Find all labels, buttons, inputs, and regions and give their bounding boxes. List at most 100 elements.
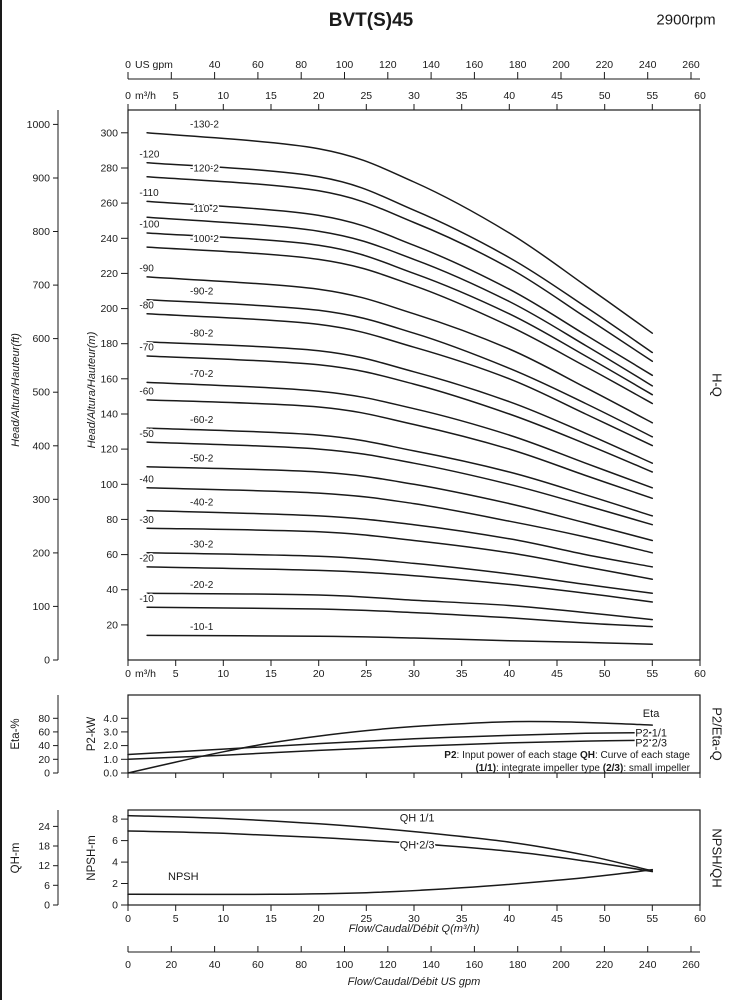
tick-label: 260: [682, 59, 700, 71]
curve-label: NPSH: [168, 871, 199, 883]
curve--70: [146, 355, 654, 473]
curve-label: -120: [139, 149, 159, 160]
tick-label: 30: [408, 90, 420, 102]
tick-label: 15: [265, 913, 277, 925]
legend-note-term: (2/3): [602, 762, 624, 774]
curve-label: -40: [139, 475, 154, 486]
tick-label: 50: [599, 913, 611, 925]
tick-label: 140: [422, 59, 440, 71]
tick-label: 40: [209, 959, 221, 971]
curve--90: [146, 276, 654, 424]
tick-label: 160: [466, 59, 484, 71]
tick-label: 35: [456, 668, 468, 680]
tick-label: 400: [32, 440, 50, 452]
tick-label: 25: [360, 913, 372, 925]
tick-label: 200: [552, 959, 570, 971]
tick-label: 20: [38, 754, 50, 766]
legend-note-term: QH: [579, 750, 595, 761]
section-label-p2-eta: P2/Eta-Q: [709, 707, 725, 761]
tick-label: 40: [503, 913, 515, 925]
tick-label: 50: [599, 668, 611, 680]
curve--110-2: [146, 216, 654, 387]
tick-label: 20: [313, 668, 325, 680]
tick-label: 5: [173, 668, 179, 680]
tick-label: 60: [106, 549, 118, 561]
tick-label: 25: [360, 90, 372, 102]
tick-label: 260: [682, 959, 700, 971]
tick-label: 45: [551, 913, 563, 925]
rpm-label: 2900rpm: [656, 11, 716, 29]
tick-label: 30: [408, 913, 420, 925]
legend-note-term: P2: [444, 750, 457, 761]
tick-label: 500: [32, 387, 50, 399]
curve--80: [146, 313, 654, 447]
tick-label: 600: [32, 333, 50, 345]
page-title: BVT(S)45: [328, 10, 414, 31]
tick-label: 4.0: [103, 713, 118, 725]
curve-label: QH 1/1: [400, 813, 435, 825]
curve-label: QH 2/3: [400, 840, 435, 852]
tick-label: 80: [295, 59, 307, 71]
curve--50-2: [146, 465, 654, 542]
tick-label: 200: [552, 59, 570, 71]
curve-label: -100-2: [190, 234, 219, 245]
curve--120-2: [146, 176, 654, 363]
axis-title-qh: QH-m: [10, 842, 22, 874]
curve-label: -30-2: [190, 540, 214, 551]
curve-label: -110: [139, 188, 159, 199]
tick-label: 45: [551, 90, 563, 102]
tick-label: 15: [265, 90, 277, 102]
unit-label-m3h-top: m³/h: [135, 90, 156, 102]
curve-label: -60: [139, 387, 154, 398]
curve--20: [146, 566, 654, 603]
legend-note-text: : Curve of each stage: [594, 750, 690, 761]
tick-label: 5: [173, 90, 179, 102]
curve-label: -20-2: [190, 580, 214, 591]
tick-label: 180: [509, 959, 527, 971]
axis-title-flow-m3h: Flow/Caudal/Débit Q(m³/h): [348, 923, 480, 935]
curve--100-2: [146, 246, 654, 405]
curve--40: [146, 487, 654, 554]
curve--90-2: [146, 299, 654, 438]
curve-label: -40-2: [190, 497, 214, 508]
tick-label: 40: [503, 668, 515, 680]
tick-label: 180: [100, 338, 118, 350]
curve--20-2: [146, 592, 654, 621]
tick-label: 6: [112, 835, 118, 847]
curve-label: -80-2: [190, 329, 214, 340]
legend-note-term: (1/1): [475, 762, 497, 774]
curve-label: -130-2: [190, 120, 219, 131]
tick-label: 8: [112, 814, 118, 826]
tick-label: 160: [466, 959, 484, 971]
curve-label: Eta: [643, 708, 660, 720]
tick-label: 100: [336, 59, 354, 71]
tick-label: 300: [32, 494, 50, 506]
tick-label: 10: [217, 668, 229, 680]
tick-label: 45: [551, 668, 563, 680]
curve-qh-2-3: [127, 830, 654, 873]
curve-label: -50: [139, 429, 154, 440]
tick-label: 180: [509, 59, 527, 71]
tick-label: 0: [125, 959, 131, 971]
curve-label: P2 2/3: [635, 737, 667, 749]
curve--120: [146, 161, 654, 354]
tick-label: 24: [38, 821, 50, 833]
tick-label: 60: [252, 959, 264, 971]
tick-label: 0.0: [103, 768, 118, 780]
tick-label: 100: [32, 601, 50, 613]
tick-label: 2: [112, 878, 118, 890]
curve--100: [146, 232, 654, 396]
tick-label: 40: [106, 584, 118, 596]
tick-label: 5: [173, 913, 179, 925]
tick-label: 15: [265, 668, 277, 680]
curve-label: -30: [139, 515, 154, 526]
tick-label: 0: [125, 668, 131, 680]
tick-label: 220: [100, 268, 118, 280]
curve--70-2: [146, 381, 654, 489]
curve-p2-2-3: [127, 739, 654, 761]
tick-label: 0: [125, 59, 131, 71]
legend-note: P2: Input power of each stage QH: Curve …: [444, 750, 690, 775]
section-label-npsh-qh: NPSH/QH: [709, 828, 725, 888]
curve--110: [146, 200, 654, 377]
tick-label: 0: [125, 90, 131, 102]
